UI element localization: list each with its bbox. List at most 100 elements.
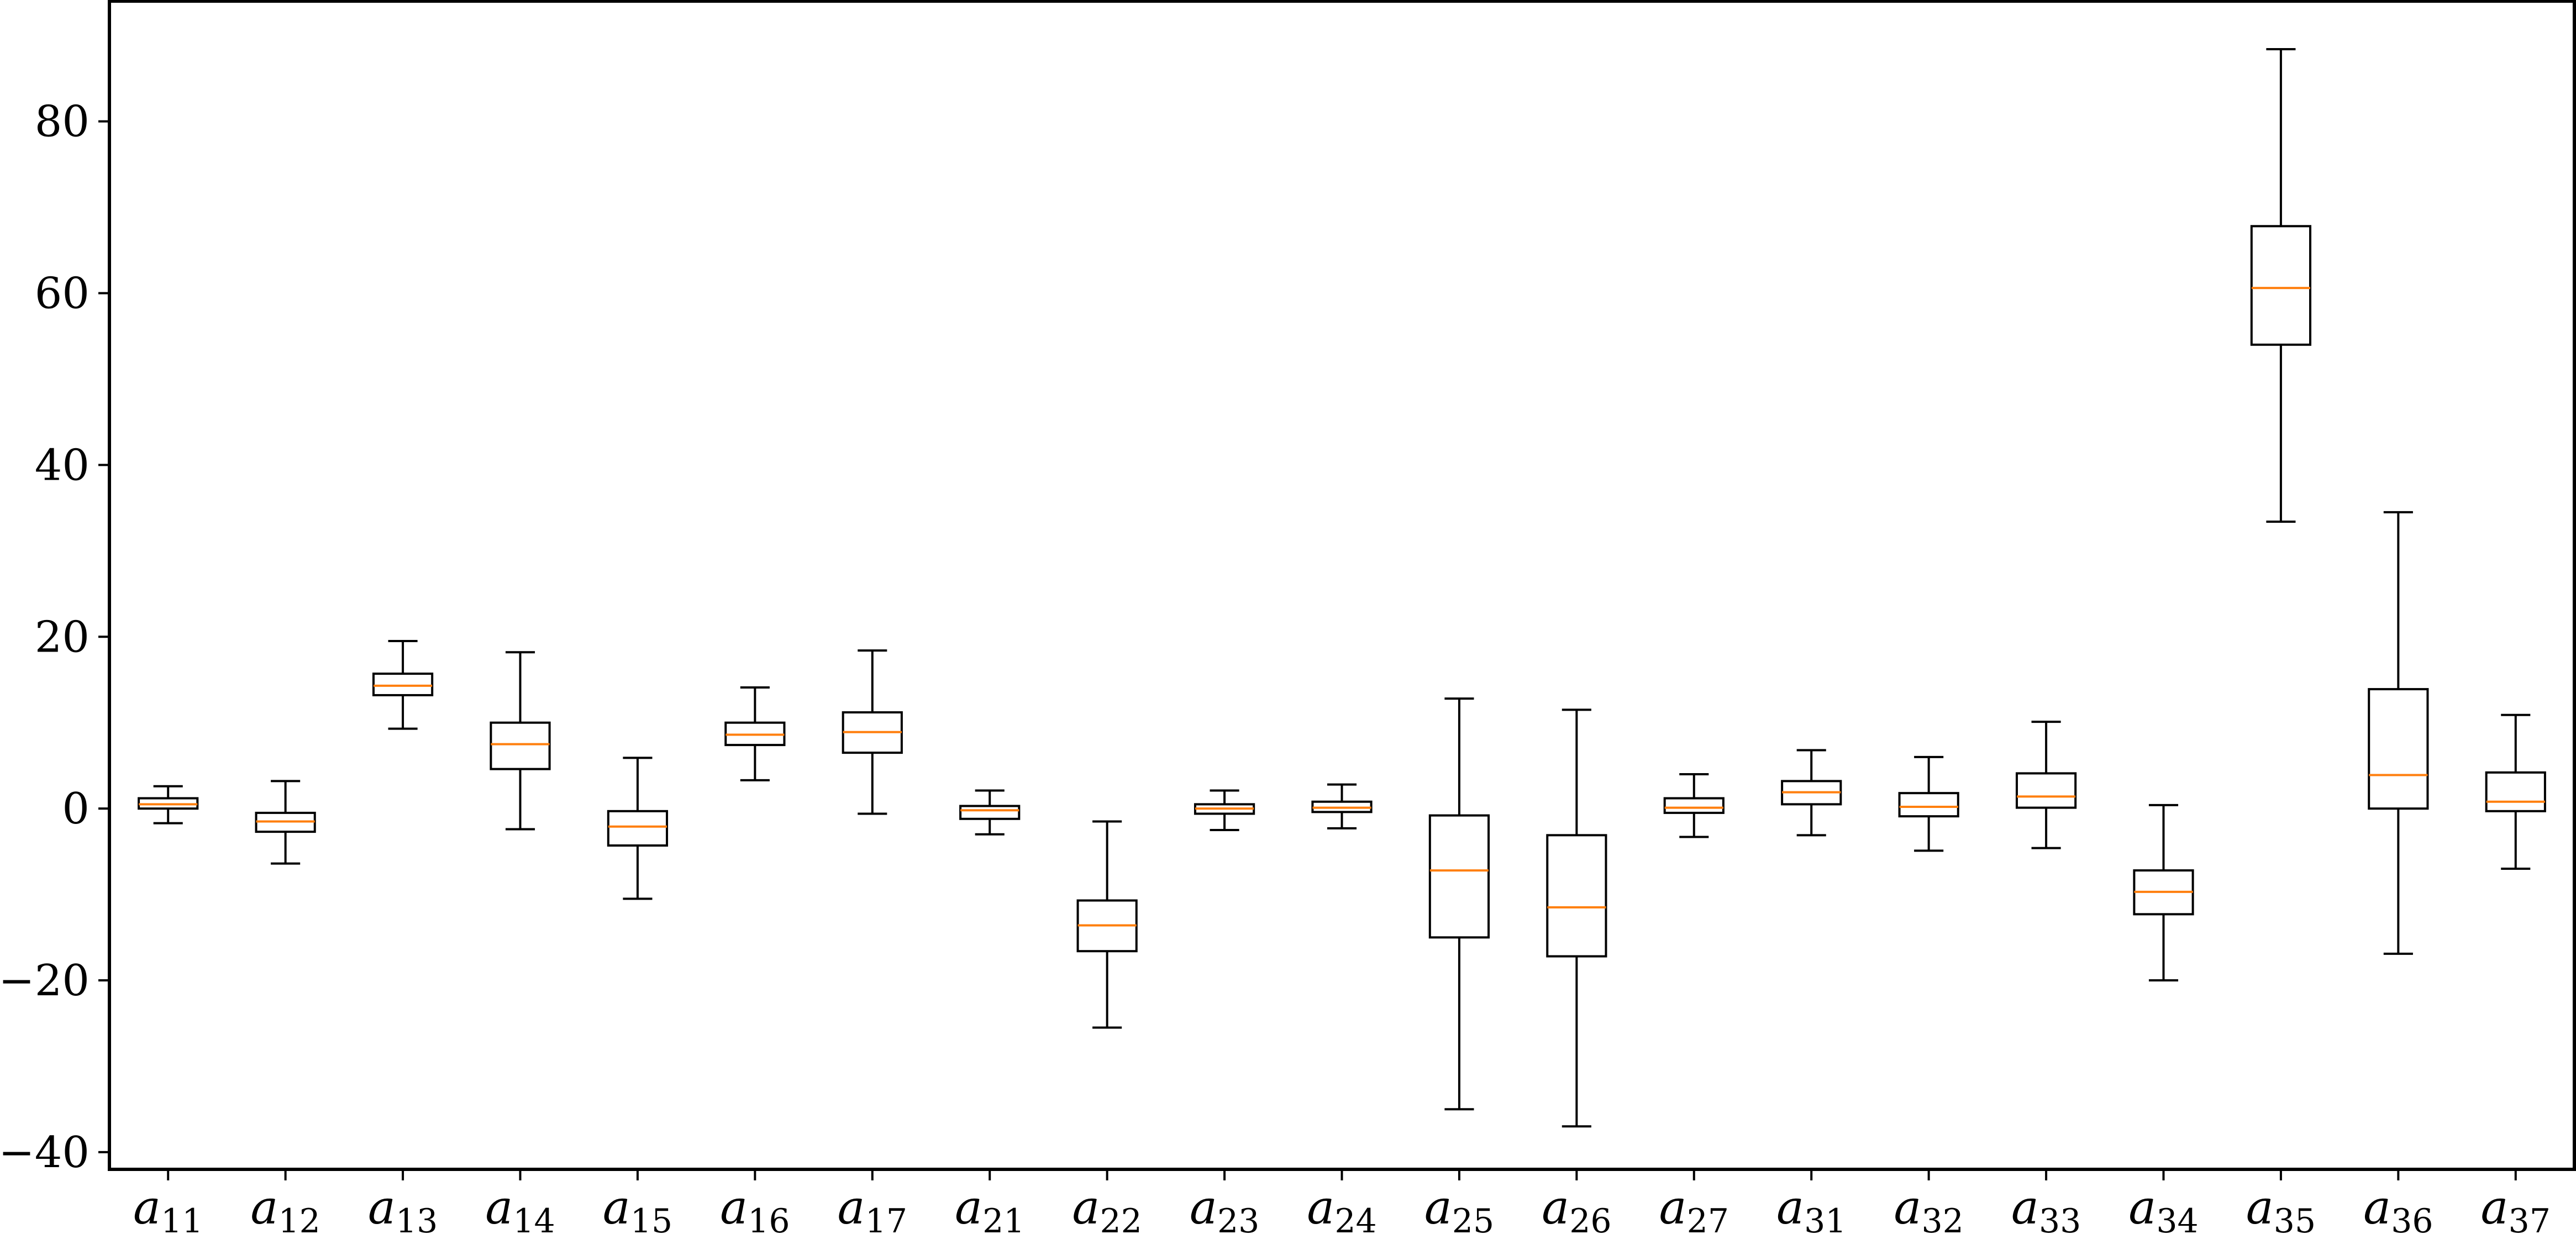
box-series [138, 48, 2546, 1128]
x-tick-label-subscript: 23 [1217, 1202, 1259, 1234]
plot-frame [108, 0, 2576, 1171]
x-tick-label-subscript: 11 [161, 1202, 203, 1234]
x-axis: a11 a12 a13 a14 a15 a16 a17 a21 a22 a23 a24 a25 a26 a… [133, 1169, 2551, 1234]
x-tick-label: a11 [133, 1180, 203, 1234]
x-tick-label: a35 [2246, 1180, 2316, 1234]
x-tick-label: a26 [1542, 1180, 1611, 1234]
x-tick-label: a22 [1072, 1180, 1142, 1234]
box-a14 [490, 651, 551, 831]
x-tick-label-base: a [955, 1180, 982, 1234]
x-tick-label-base: a [485, 1180, 513, 1234]
x-tick-label-subscript: 14 [513, 1202, 555, 1234]
x-tick-label-subscript: 22 [1100, 1202, 1142, 1234]
box-a27 [1663, 773, 1725, 838]
box-iqr [2368, 688, 2429, 810]
x-tick-label-subscript: 16 [748, 1202, 790, 1234]
x-tick-label: a12 [250, 1180, 320, 1234]
box-a33 [2015, 721, 2077, 849]
x-tick-label-base: a [1894, 1180, 1921, 1234]
x-tick-label-subscript: 15 [630, 1202, 672, 1234]
box-iqr [2485, 771, 2546, 812]
x-tick-label-subscript: 32 [1922, 1202, 1964, 1234]
box-a32 [1898, 755, 1959, 852]
box-a24 [1311, 783, 1373, 829]
box-a12 [255, 780, 316, 865]
x-tick-label: a16 [720, 1180, 790, 1234]
x-tick-label-subscript: 34 [2156, 1202, 2198, 1234]
box-a15 [607, 757, 669, 900]
y-tick-label: 0 [62, 784, 90, 834]
box-a11 [138, 785, 199, 825]
y-tick-label: 80 [35, 97, 90, 147]
box-a13 [372, 640, 434, 730]
x-tick-label-base: a [603, 1180, 630, 1234]
box-iqr [1663, 797, 1725, 814]
box-a36 [2368, 511, 2429, 955]
x-tick-label-base: a [250, 1180, 278, 1234]
x-tick-label-subscript: 25 [1452, 1202, 1494, 1234]
y-tick-label: 20 [35, 612, 90, 662]
box-a22 [1076, 820, 1138, 1029]
x-tick-label-base: a [720, 1180, 748, 1234]
x-tick-label-subscript: 31 [1804, 1202, 1846, 1234]
x-tick-label: a24 [1307, 1180, 1376, 1234]
x-tick-label-subscript: 13 [396, 1202, 438, 1234]
x-tick-label-subscript: 37 [2509, 1202, 2551, 1234]
box-iqr [959, 805, 1021, 820]
box-a25 [1428, 697, 1490, 1111]
box-a37 [2485, 713, 2546, 870]
x-tick-label-base: a [2363, 1180, 2391, 1234]
x-tick-label-base: a [1424, 1180, 1452, 1234]
y-tick-label: 40 [35, 440, 90, 490]
box-iqr [1428, 814, 1490, 939]
x-tick-label-subscript: 33 [2039, 1202, 2081, 1234]
x-tick-label: a34 [2128, 1180, 2198, 1234]
x-tick-label-base: a [1307, 1180, 1334, 1234]
x-tick-label-subscript: 24 [1334, 1202, 1376, 1234]
x-tick-label: a32 [1894, 1180, 1963, 1234]
x-tick-label: a33 [2011, 1180, 2081, 1234]
box-iqr [607, 810, 669, 847]
x-tick-label: a21 [955, 1180, 1024, 1234]
box-a16 [724, 686, 786, 781]
box-a26 [1546, 708, 1607, 1128]
x-tick-label-base: a [133, 1180, 161, 1234]
x-tick-label: a36 [2363, 1180, 2433, 1234]
box-a34 [2133, 804, 2194, 982]
x-tick-label-subscript: 21 [982, 1202, 1024, 1234]
x-tick-label-subscript: 27 [1687, 1202, 1729, 1234]
x-tick-label: a15 [603, 1180, 672, 1234]
box-a17 [842, 649, 903, 815]
x-tick-label: a14 [485, 1180, 555, 1234]
x-tick-label-base: a [1542, 1180, 1569, 1234]
box-a21 [959, 789, 1021, 836]
x-tick-label-base: a [368, 1180, 396, 1234]
x-tick-label: a17 [838, 1180, 907, 1234]
x-tick-label: a25 [1424, 1180, 1494, 1234]
box-iqr [2015, 772, 2077, 809]
x-tick-label-subscript: 36 [2391, 1202, 2433, 1234]
x-tick-label-base: a [2011, 1180, 2039, 1234]
y-tick-label: −40 [0, 1128, 90, 1178]
box-iqr [490, 721, 551, 770]
x-tick-label: a27 [1659, 1180, 1729, 1234]
x-tick-label-base: a [2246, 1180, 2274, 1234]
x-tick-label-subscript: 17 [865, 1202, 907, 1234]
y-tick-label: −20 [0, 956, 90, 1006]
box-iqr [372, 673, 434, 696]
box-a35 [2250, 48, 2312, 523]
x-tick-label: a13 [368, 1180, 438, 1234]
box-a23 [1194, 789, 1255, 832]
x-tick-label-base: a [2481, 1180, 2509, 1234]
x-tick-label: a37 [2481, 1180, 2551, 1234]
x-tick-label-subscript: 35 [2274, 1202, 2316, 1234]
x-tick-label-base: a [838, 1180, 865, 1234]
x-tick-label-base: a [1072, 1180, 1100, 1234]
box-iqr [1898, 792, 1959, 818]
x-tick-label-base: a [1776, 1180, 1804, 1234]
y-tick-label: 60 [35, 269, 90, 319]
box-a31 [1781, 749, 1842, 837]
box-iqr [1546, 834, 1607, 958]
